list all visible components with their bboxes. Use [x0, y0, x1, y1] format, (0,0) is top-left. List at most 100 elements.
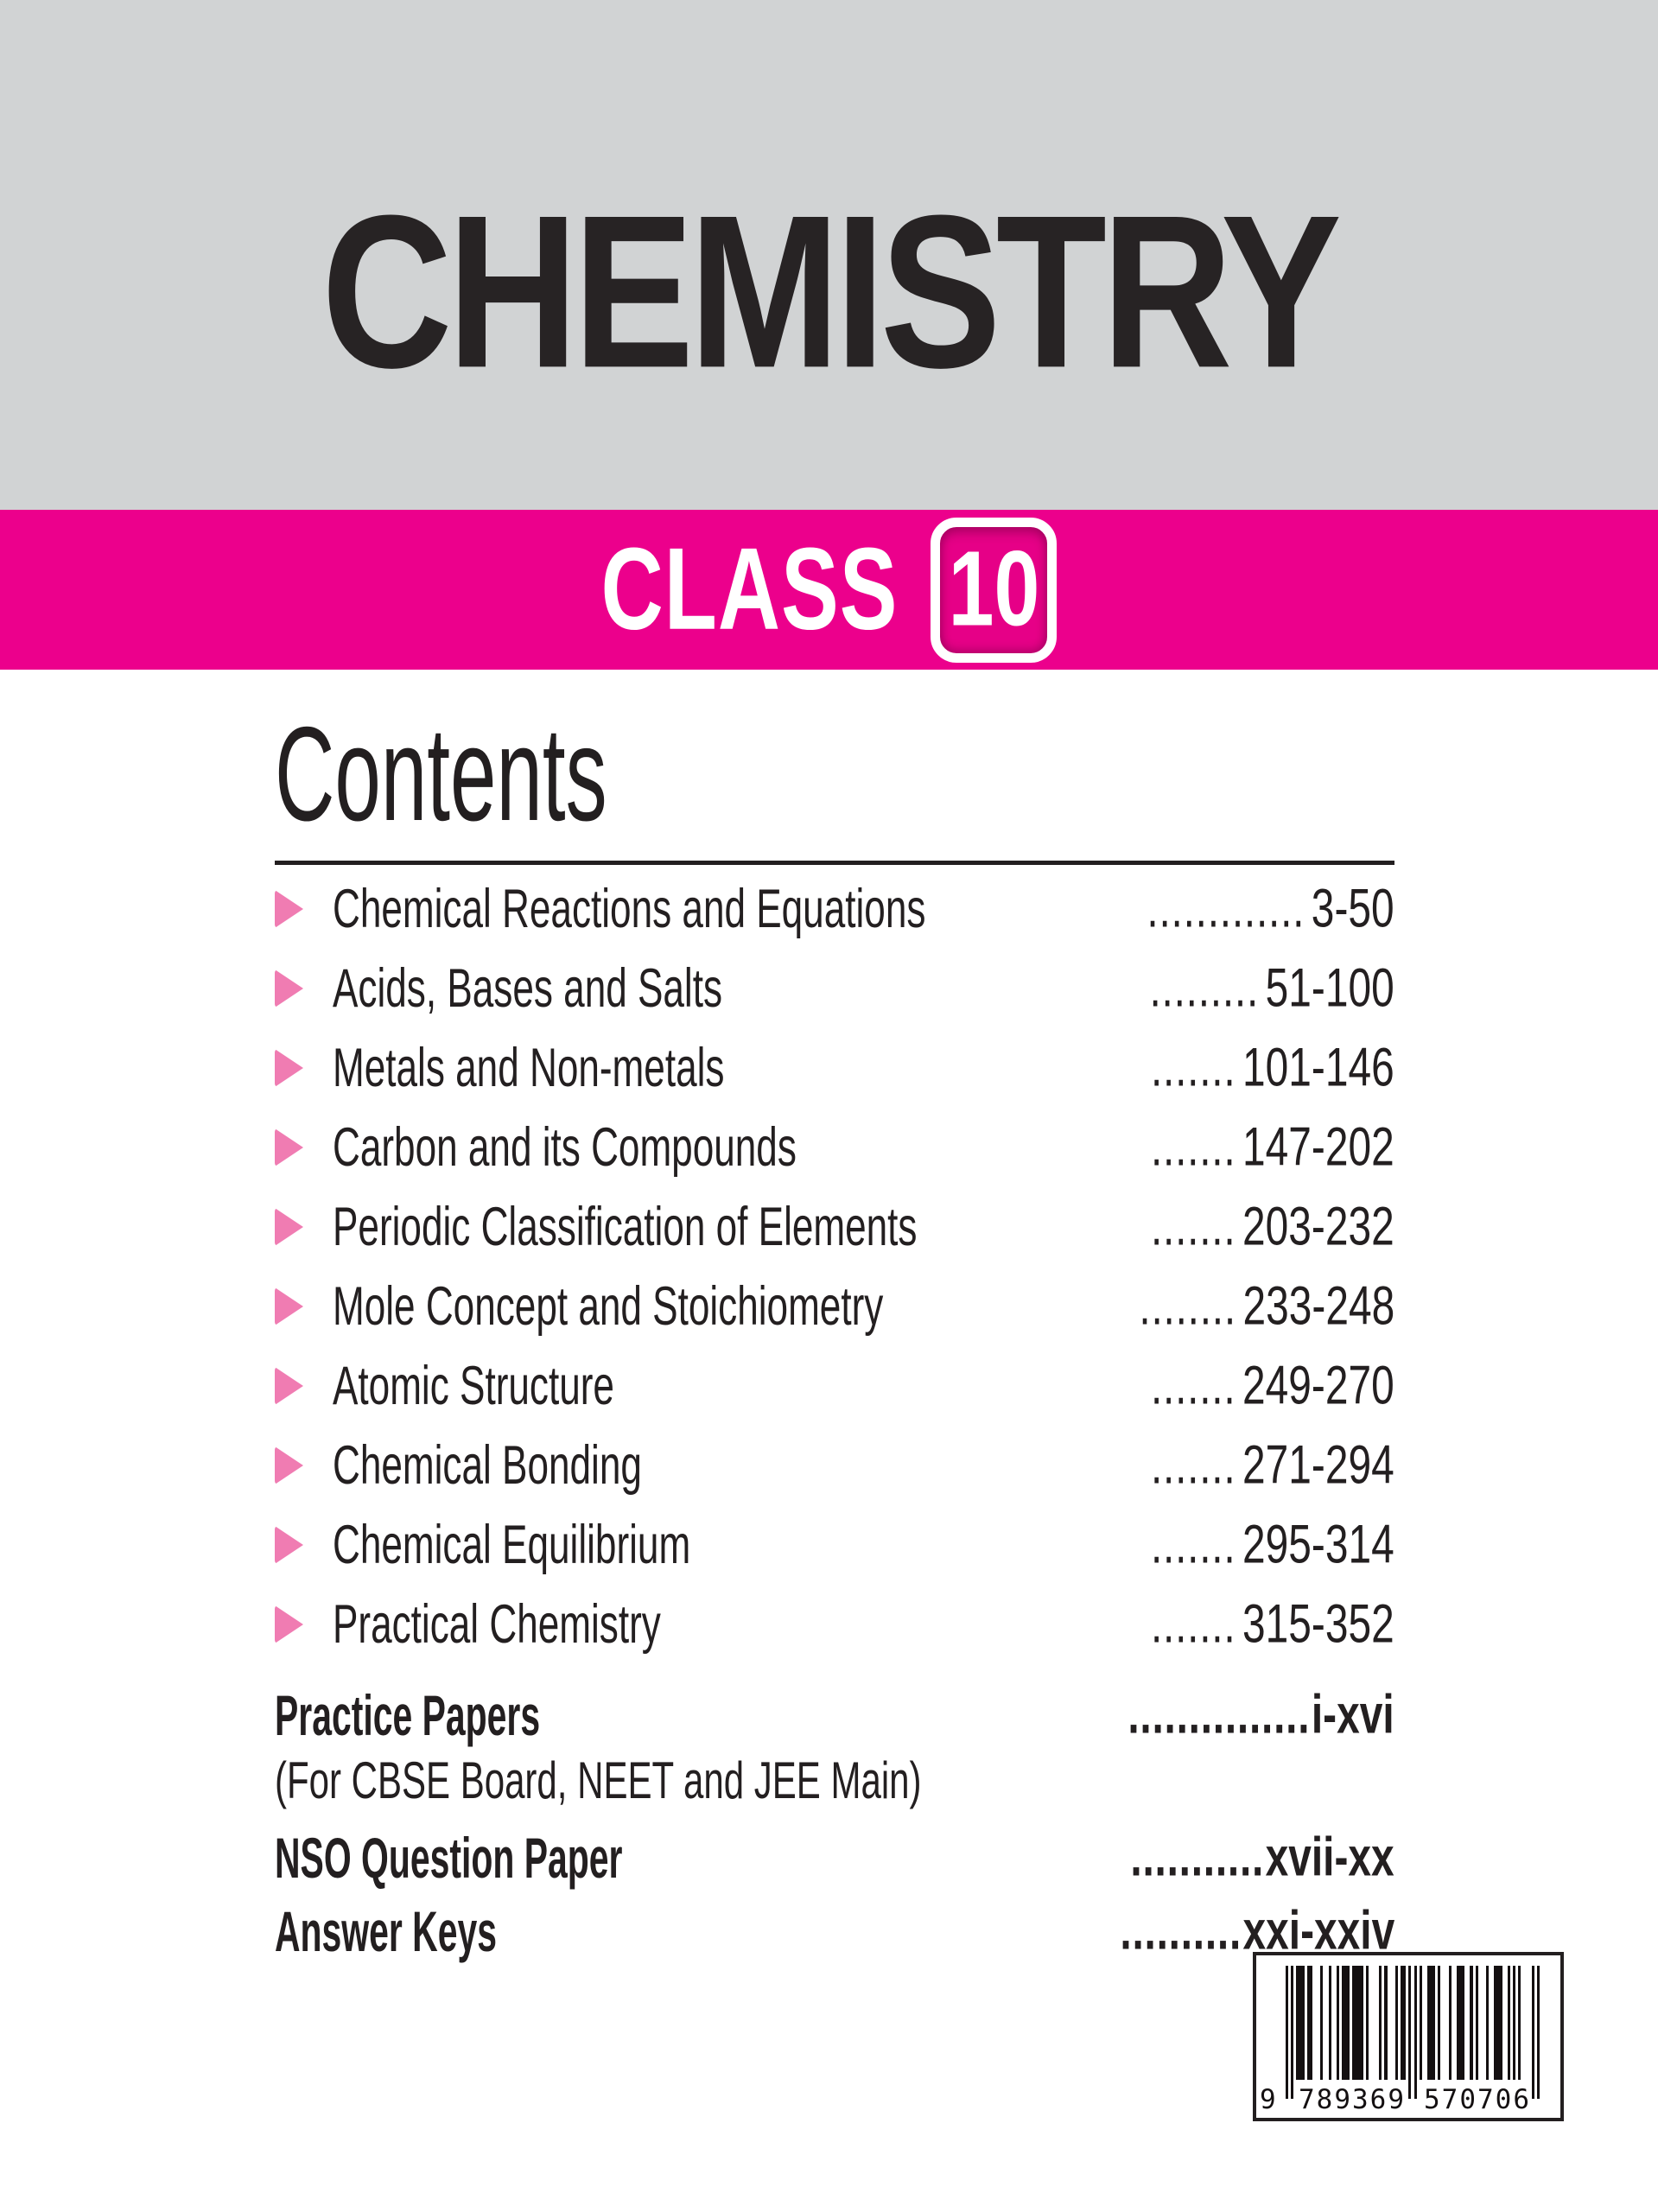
page-range: 233-248	[1242, 1275, 1394, 1337]
class-banner: CLASS 10	[0, 510, 1658, 670]
leader-dots: ..........	[1120, 1900, 1242, 1961]
toc-row: Mole Concept and Stoichiometry ........ 2…	[275, 1267, 1394, 1346]
leader-dots: .......	[1151, 1434, 1236, 1496]
barcode-bar	[1401, 1966, 1404, 2080]
page-ref: ....... 203-232	[1151, 1196, 1394, 1257]
page-ref: ........ 233-248	[1139, 1279, 1394, 1334]
page-range: i-xvi	[1312, 1684, 1394, 1745]
leader-dots: ...........	[1130, 1827, 1265, 1888]
book-title: CHEMISTRY	[321, 169, 1342, 414]
practice-papers-row: Practice Papers ...............i-xvi	[275, 1683, 1394, 1747]
triangle-bullet-icon	[275, 969, 303, 1007]
toc-row: Chemical Equilibrium ....... 295-314	[275, 1505, 1394, 1585]
barcode-bar	[1306, 1966, 1310, 2080]
triangle-bullet-icon	[275, 1049, 303, 1087]
barcode-bar	[1430, 1966, 1433, 2080]
barcode-bar	[1507, 1966, 1510, 2080]
leader-dots: .......	[1151, 1116, 1236, 1178]
leader-dots: ...............	[1128, 1684, 1311, 1745]
triangle-bullet-icon	[275, 1526, 303, 1564]
barcode-bars	[1286, 1966, 1540, 2099]
barcode-bar	[1384, 1966, 1388, 2080]
barcode-bar	[1432, 1966, 1436, 2080]
page-range: xxi-xxiv	[1242, 1900, 1394, 1961]
chapter-title: Atomic Structure	[333, 1355, 614, 1416]
barcode-bar	[1309, 1966, 1312, 2080]
leader-dots: .......	[1151, 1514, 1236, 1575]
barcode-bar	[1403, 1966, 1407, 2080]
page-ref: ......... 51-100	[1150, 961, 1394, 1016]
barcode-bar	[1448, 1966, 1452, 2080]
barcode-bar	[1357, 1966, 1361, 2080]
page-ref: ..........xxi-xxiv	[1120, 1904, 1394, 1959]
chapter-title: Carbon and its Compounds	[333, 1116, 797, 1178]
chapter-title: Practical Chemistry	[333, 1593, 661, 1655]
barcode-bar	[1352, 1966, 1356, 2080]
leader-dots: .........	[1149, 957, 1260, 1019]
page-range: 203-232	[1242, 1196, 1394, 1257]
barcode-bar	[1291, 1966, 1294, 2099]
chapter-title: Periodic Classification of Elements	[333, 1196, 918, 1257]
page-ref: ....... 295-314	[1151, 1514, 1394, 1575]
toc-row: Carbon and its Compounds ....... 147-202	[275, 1108, 1394, 1187]
barcode-bar	[1286, 1966, 1289, 2099]
chapter-title: Chemical Equilibrium	[333, 1514, 691, 1575]
barcode-digit-lead: 9	[1260, 2084, 1276, 2115]
leader-dots: .......	[1151, 1037, 1236, 1098]
page-range: xvii-xx	[1265, 1827, 1394, 1888]
barcode-bar	[1320, 1966, 1324, 2080]
chapter-title: Chemical Reactions and Equations	[333, 878, 926, 939]
barcode-bar	[1518, 1966, 1521, 2080]
barcode-bar	[1344, 1966, 1348, 2080]
contents-rule	[275, 861, 1394, 865]
triangle-bullet-icon	[275, 1128, 303, 1166]
triangle-bullet-icon	[275, 1367, 303, 1405]
barcode-bar	[1299, 1966, 1302, 2080]
toc-row: Chemical Reactions and Equations .......…	[275, 869, 1394, 949]
page-ref: ...........xvii-xx	[1131, 1830, 1394, 1885]
barcode-bar	[1494, 1966, 1497, 2080]
leader-dots: .......	[1151, 1355, 1236, 1416]
nso-title: NSO Question Paper	[275, 1826, 623, 1890]
barcode-bar	[1512, 1966, 1516, 2080]
page-range: 147-202	[1242, 1116, 1394, 1178]
page-range: 315-352	[1242, 1593, 1394, 1655]
barcode-bar	[1347, 1966, 1350, 2080]
contents-heading: Contents	[275, 699, 607, 849]
page-ref: ....... 147-202	[1151, 1120, 1394, 1175]
page-ref: ....... 249-270	[1151, 1355, 1394, 1416]
nso-question-paper-row: NSO Question Paper ...........xvii-xx	[275, 1826, 1394, 1890]
barcode-digits-right: 570706	[1424, 2084, 1531, 2115]
leader-dots: .............	[1147, 878, 1305, 939]
toc-row: Chemical Bonding ....... 271-294	[275, 1426, 1394, 1505]
barcode-bar	[1355, 1966, 1358, 2080]
barcode-bar	[1328, 1966, 1331, 2080]
triangle-bullet-icon	[275, 1287, 303, 1325]
answer-keys-title: Answer Keys	[275, 1899, 498, 1963]
toc-row: Acids, Bases and Salts ......... 51-100	[275, 949, 1394, 1028]
barcode-bar	[1365, 1966, 1369, 2080]
barcode-bar	[1462, 1966, 1465, 2080]
barcode-bar	[1360, 1966, 1363, 2080]
page-range: 3-50	[1312, 878, 1394, 939]
chapter-title: Chemical Bonding	[333, 1434, 642, 1496]
isbn-barcode: 9 789369 570706	[1253, 1952, 1564, 2121]
barcode-bar	[1499, 1966, 1502, 2080]
barcode-bar	[1296, 1966, 1299, 2080]
page-range: 271-294	[1242, 1434, 1394, 1496]
barcode-bar	[1419, 1966, 1422, 2080]
page-range: 249-270	[1242, 1355, 1394, 1416]
barcode-bar	[1536, 1966, 1540, 2099]
barcode-bar	[1531, 1966, 1534, 2099]
barcode-bar	[1408, 1966, 1412, 2099]
barcode-bar	[1496, 1966, 1500, 2080]
triangle-bullet-icon	[275, 1605, 303, 1643]
barcode-bar	[1457, 1966, 1460, 2080]
barcode-bar	[1379, 1966, 1382, 2080]
page-range: 295-314	[1242, 1514, 1394, 1575]
answer-keys-row: Answer Keys ..........xxi-xxiv	[275, 1899, 1394, 1963]
barcode-bar	[1486, 1966, 1490, 2080]
class-number: 10	[948, 529, 1040, 649]
page-range: 51-100	[1265, 957, 1394, 1019]
